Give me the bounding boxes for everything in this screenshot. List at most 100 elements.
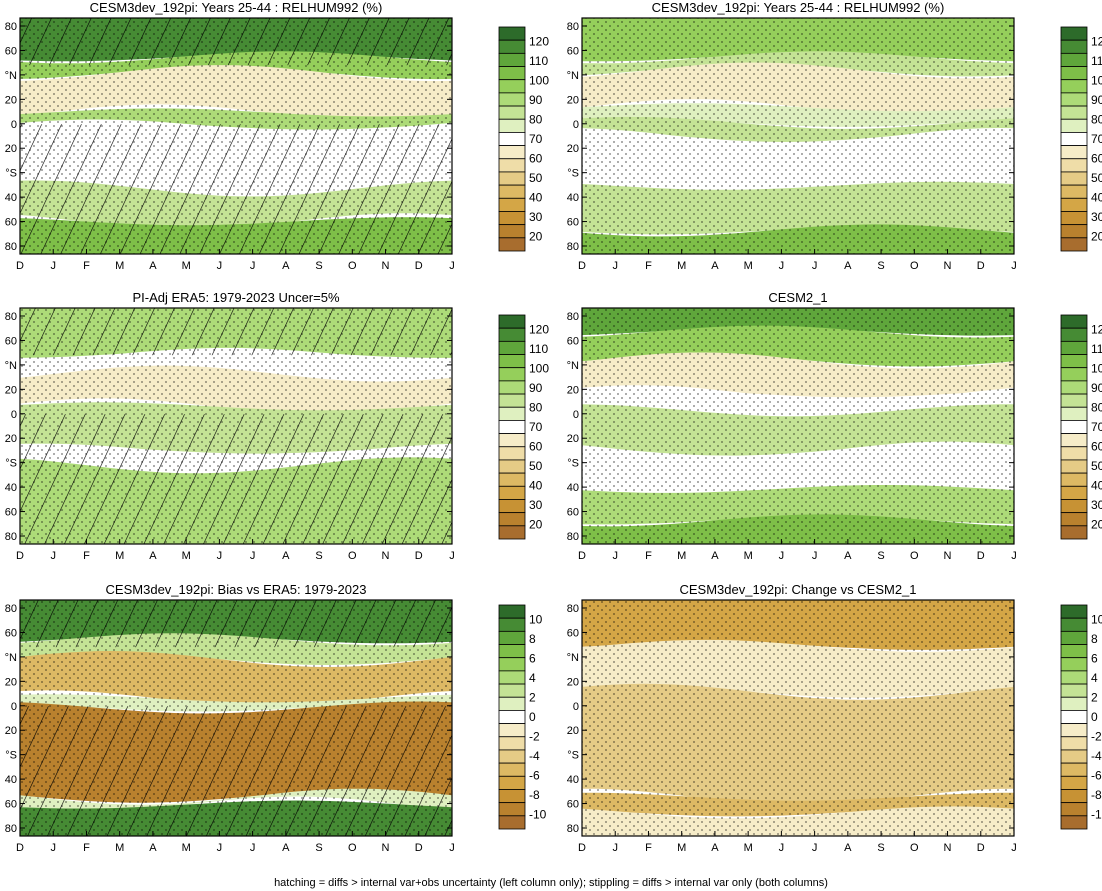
y-tick-label: °N	[567, 360, 579, 372]
colorbar: 10 8 6 4 2 0 -2 -4 -6 -8 -10	[498, 604, 547, 830]
colorbar-swatch	[498, 380, 526, 395]
x-tick-label: J	[1011, 260, 1017, 272]
y-tick-label: 80	[567, 823, 579, 835]
colorbar-swatch	[1060, 211, 1088, 226]
x-tick-label: M	[744, 260, 753, 272]
x-tick-label: J	[250, 842, 256, 854]
colorbar-label: -10	[529, 807, 547, 821]
colorbar-swatch	[1060, 314, 1088, 329]
x-tick-label: F	[645, 260, 652, 272]
panel-4: CESM2_1 80 60 °N 20 0 20 °S 40 60 80 D J F M A M J J A S O N D J…	[567, 290, 1102, 562]
y-tick-label: 60	[567, 507, 579, 519]
x-tick-label: M	[744, 550, 753, 562]
plot-frame	[581, 307, 1015, 545]
x-tick-label: J	[50, 842, 56, 854]
plot-area	[20, 308, 452, 544]
colorbar: 120 110 100 90 80 70 60 50 40 30 20	[498, 26, 549, 252]
colorbar-swatch	[1060, 406, 1088, 421]
colorbar-swatch	[498, 512, 526, 527]
colorbar-swatch	[498, 446, 526, 461]
x-tick-label: O	[910, 842, 919, 854]
colorbar-label: 0	[1091, 710, 1098, 724]
y-tick-label: °N	[567, 70, 579, 82]
colorbar-label: 90	[529, 381, 543, 395]
colorbar-label: 80	[1091, 113, 1102, 127]
colorbar-swatch	[498, 393, 526, 408]
colorbar-label: 70	[529, 420, 543, 434]
y-tick-label: 60	[5, 627, 17, 639]
colorbar-swatch	[498, 406, 526, 421]
plot-area	[582, 600, 1014, 836]
x-tick-label: J	[779, 550, 785, 562]
colorbar-swatch	[498, 367, 526, 382]
x-tick-label: D	[16, 842, 24, 854]
colorbar-swatch	[498, 485, 526, 500]
colorbar-label: 90	[1091, 381, 1102, 395]
y-tick-label: 80	[567, 603, 579, 615]
y-tick-label: 20	[5, 143, 17, 155]
colorbar-swatch	[1060, 171, 1088, 186]
x-tick-label: M	[744, 842, 753, 854]
plot-area	[20, 600, 452, 836]
x-tick-label: J	[449, 260, 455, 272]
colorbar-label: 4	[529, 671, 536, 685]
colorbar-label: -4	[529, 749, 540, 763]
y-tick-label: 20	[567, 143, 579, 155]
colorbar-swatch	[498, 525, 526, 540]
x-tick-label: S	[315, 260, 322, 272]
colorbar-swatch	[498, 775, 526, 790]
y-tick-label: 40	[567, 774, 579, 786]
x-tick-label: A	[149, 550, 157, 562]
colorbar-swatch	[498, 79, 526, 94]
x-tick-label: D	[977, 842, 985, 854]
x-tick-label: D	[16, 550, 24, 562]
x-tick-label: M	[677, 550, 686, 562]
y-tick-label: 80	[5, 531, 17, 543]
x-tick-label: J	[217, 842, 223, 854]
colorbar-label: 20	[529, 517, 543, 531]
colorbar-swatch	[1060, 433, 1088, 448]
colorbar-swatch	[1060, 367, 1088, 382]
colorbar-swatch	[1060, 749, 1088, 764]
colorbar-swatch	[1060, 184, 1088, 199]
colorbar-swatch	[1060, 446, 1088, 461]
colorbar-swatch	[498, 118, 526, 133]
colorbar-swatch	[1060, 512, 1088, 527]
colorbar-swatch	[1060, 224, 1088, 239]
colorbar-label: 20	[1091, 229, 1102, 243]
colorbar-swatch	[1060, 132, 1088, 146]
colorbar-swatch	[498, 683, 526, 698]
colorbar-swatch	[498, 314, 526, 329]
x-tick-label: N	[382, 260, 390, 272]
colorbar: 120 110 100 90 80 70 60 50 40 30 20	[498, 314, 549, 540]
colorbar-swatch	[1060, 420, 1088, 434]
y-tick-label: °S	[567, 458, 579, 470]
colorbar-swatch	[1060, 118, 1088, 133]
panel-3: PI-Adj ERA5: 1979-2023 Uncer=5% 80 60 °N 20 0…	[5, 290, 550, 562]
x-tick-label: S	[877, 260, 884, 272]
x-tick-label: S	[877, 550, 884, 562]
plot-area	[582, 18, 1014, 254]
colorbar-swatch	[498, 499, 526, 514]
y-tick-label: 80	[5, 311, 17, 323]
y-tick-label: 60	[567, 335, 579, 347]
colorbar-swatch	[1060, 158, 1088, 173]
y-tick-label: 80	[5, 603, 17, 615]
colorbar-swatch	[498, 237, 526, 252]
x-tick-label: S	[315, 842, 322, 854]
y-tick-label: 40	[5, 774, 17, 786]
colorbar-label: 120	[1091, 35, 1102, 49]
y-tick-label: 20	[567, 725, 579, 737]
colorbar-swatch	[1060, 26, 1088, 41]
hatching-overlay	[20, 706, 452, 836]
colorbar-label: -2	[529, 729, 540, 743]
x-tick-label: J	[812, 260, 818, 272]
colorbar-label: 6	[1091, 652, 1098, 666]
colorbar: 120 110 100 90 80 70 60 50 40 30 20	[1060, 314, 1102, 540]
x-tick-label: J	[449, 550, 455, 562]
x-tick-label: J	[250, 550, 256, 562]
colorbar: 120 110 100 90 80 70 60 50 40 30 20	[1060, 26, 1102, 252]
colorbar-label: 60	[529, 151, 543, 165]
colorbar-swatch	[1060, 327, 1088, 342]
